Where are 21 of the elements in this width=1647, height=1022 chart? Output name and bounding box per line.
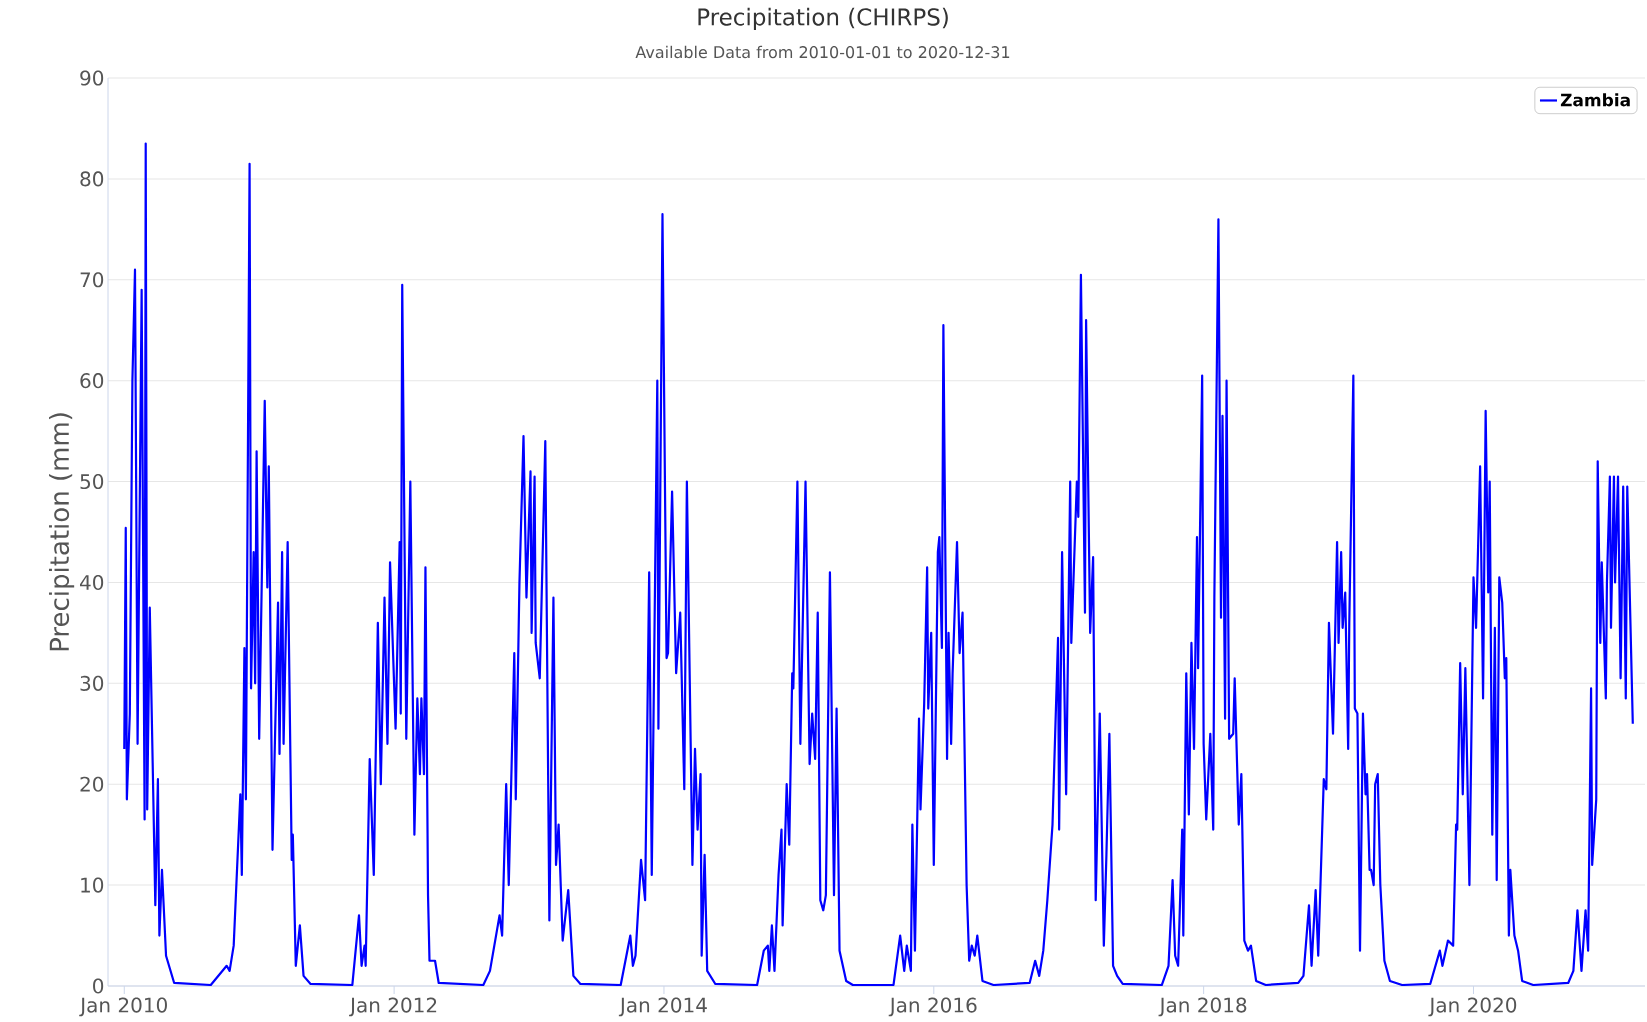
chart-title: Precipitation (CHIRPS) [698, 7, 948, 31]
y-axis-title: Precipitation (mm) [48, 413, 75, 651]
y-tick-label: 10 [81, 877, 104, 893]
y-tick-label: 70 [80, 272, 104, 288]
x-tick-label: Jan 2014 [618, 997, 707, 1017]
x-tick-label: Jan 2012 [349, 997, 437, 1017]
x-tick-label: Jan 2016 [888, 997, 977, 1017]
x-tick-label: Jan 2020 [1428, 997, 1517, 1017]
y-tick-label: 60 [80, 373, 104, 389]
y-tick-label: 40 [80, 574, 104, 590]
x-tick-label: Jan 2018 [1158, 997, 1247, 1017]
y-tick-label: 90 [80, 70, 104, 86]
y-tick-label: 50 [80, 473, 104, 490]
chart-subtitle: Available Data from 2010-01-01 to 2020-12-31 [635, 45, 1010, 59]
y-tick-label: 30 [80, 675, 104, 691]
line-series [123, 142, 1634, 986]
y-tick-label: 20 [80, 776, 104, 792]
legend-label: Zambia [1560, 93, 1630, 107]
y-tick-label: 80 [80, 171, 104, 187]
x-tick-label: Jan 2010 [79, 997, 167, 1017]
y-tick-label: 0 [93, 978, 104, 994]
